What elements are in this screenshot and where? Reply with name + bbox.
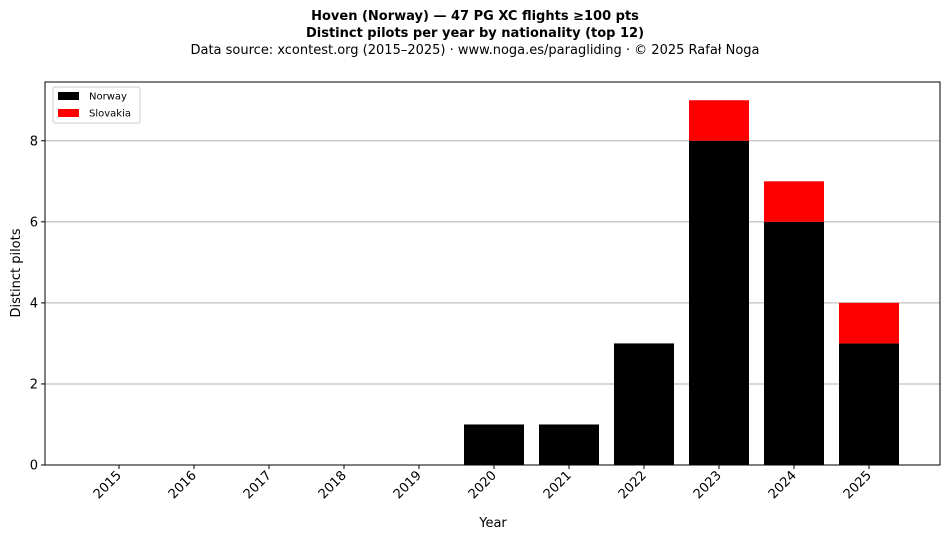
y-tick-label: 0 (30, 459, 38, 474)
x-tick-label: 2016 (166, 468, 200, 502)
x-tick-label: 2017 (241, 468, 275, 502)
legend-swatch-slovakia (58, 109, 79, 117)
y-tick-label: 6 (30, 215, 38, 230)
x-tick-label: 2022 (616, 468, 650, 502)
x-tick-label: 2015 (91, 468, 125, 502)
chart-subtitle: Distinct pilots per year by nationality … (305, 26, 645, 41)
chart-title: Hoven (Norway) — 47 PG XC flights ≥100 p… (311, 9, 639, 24)
x-tick-label: 2018 (316, 468, 350, 502)
bar-slovakia-2025 (839, 302, 899, 344)
bar-norway-2021 (539, 424, 599, 465)
bar-norway-2023 (689, 140, 749, 465)
x-tick-label: 2023 (691, 468, 725, 502)
bar-slovakia-2023 (689, 100, 749, 141)
x-axis: 2015 2016 2017 2018 2019 2020 2021 2022 2023 2024… (91, 465, 875, 502)
y-tick-label: 2 (30, 377, 38, 392)
x-tick-label: 2020 (466, 468, 500, 502)
bar-norway-2025 (839, 343, 899, 465)
bar-norway-2022 (614, 343, 674, 465)
legend: Norway Slovakia (52, 86, 141, 124)
y-tick-label: 8 (30, 134, 38, 149)
x-tick-label: 2019 (391, 468, 425, 502)
legend-label-norway: Norway (89, 92, 127, 103)
y-tick-label: 4 (30, 296, 38, 311)
x-tick-label: 2025 (841, 468, 875, 502)
bar-slovakia-2024 (764, 181, 824, 222)
plot-frame (44, 81, 941, 466)
y-axis: 0 2 4 6 8 (30, 134, 45, 474)
data-source-note: Data source: xcontest.org (2015–2025) · … (190, 43, 760, 58)
bar-norway-2020 (464, 424, 524, 465)
bars (464, 100, 899, 465)
y-axis-label: Distinct pilots (9, 228, 24, 317)
x-tick-label: 2024 (766, 468, 800, 502)
title-block: Hoven (Norway) — 47 PG XC flights ≥100 p… (0, 8, 950, 59)
bar-norway-2024 (764, 221, 824, 465)
x-tick-label: 2021 (541, 468, 575, 502)
legend-label-slovakia: Slovakia (89, 109, 131, 120)
legend-swatch-norway (58, 92, 79, 100)
x-axis-label: Year (478, 516, 507, 531)
